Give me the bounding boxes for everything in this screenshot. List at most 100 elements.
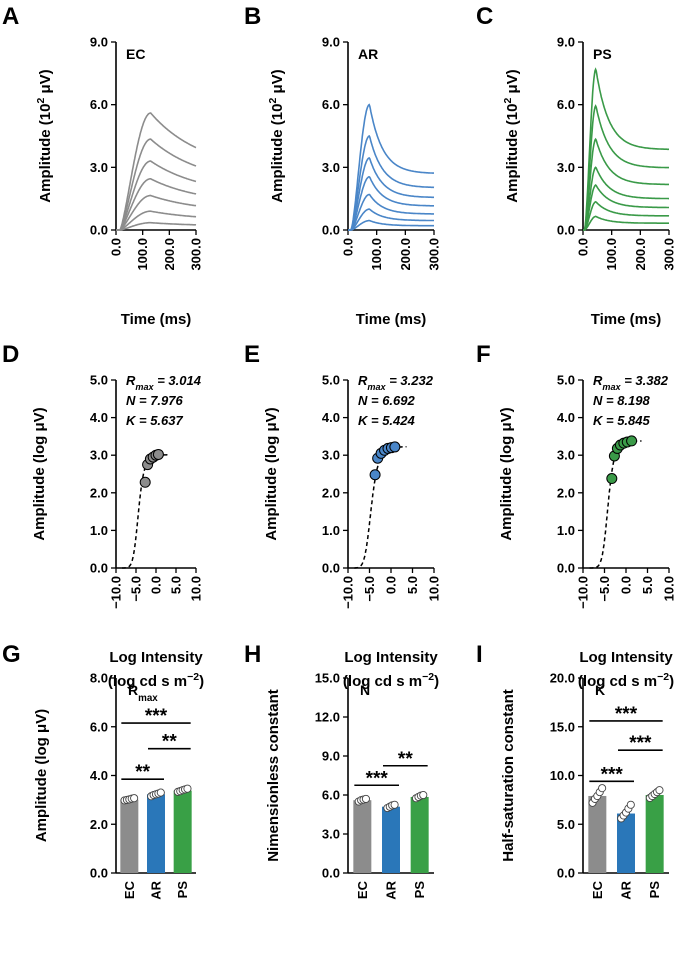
x-tick-label: 0.0 xyxy=(619,576,634,594)
x-tick-label: −5.0 xyxy=(597,576,612,602)
x-tick-label: 300.0 xyxy=(189,238,204,271)
y-tick-label: 4.0 xyxy=(90,768,108,783)
waveform-trace xyxy=(116,221,197,231)
y-tick-label: 2.0 xyxy=(90,485,108,500)
category-label: EC xyxy=(122,880,137,899)
category-label: AR xyxy=(384,880,399,899)
bar-ec xyxy=(353,800,372,873)
y-tick-label: 9.0 xyxy=(557,35,575,50)
x-tick-label: −5.0 xyxy=(129,576,144,602)
significance-stars: ** xyxy=(135,762,150,783)
y-tick-label: 9.0 xyxy=(90,35,108,50)
x-axis-label: Log Intensity xyxy=(344,649,438,666)
k-label: K = 5.637 xyxy=(126,413,184,428)
panel-d: D 0.0 1.0 2.0 3.0 4.0 5.0 −10.0 −5.0 0.0 5.0 10.0 Am… xyxy=(2,341,204,690)
y-tick-label: 0.0 xyxy=(557,561,575,576)
y-tick-label: 9.0 xyxy=(322,749,340,764)
x-tick-label: 10.0 xyxy=(427,576,442,601)
condition-label: PS xyxy=(593,46,612,62)
y-tick-label: 2.0 xyxy=(557,485,575,500)
y-tick-label: 2.0 xyxy=(322,485,340,500)
y-tick-label: 4.0 xyxy=(557,410,575,425)
parameter-label: N xyxy=(360,682,370,698)
waveform-trace xyxy=(116,178,197,231)
fit-curve xyxy=(122,454,171,569)
panel-f: F 0.0 1.0 2.0 3.0 4.0 5.0 −10.0 −5.0 0.0 5.0 10.0 Am… xyxy=(476,341,677,690)
y-tick-label: 2.0 xyxy=(90,817,108,832)
x-tick-label: −5.0 xyxy=(362,576,377,602)
parameter-label: Rmax xyxy=(128,682,158,704)
x-axis-label: Log Intensity xyxy=(109,649,203,666)
n-label: N = 7.976 xyxy=(126,393,184,408)
y-tick-label: 0.0 xyxy=(557,223,575,238)
x-tick-label: 10.0 xyxy=(662,576,677,601)
x-tick-label: −10.0 xyxy=(109,576,124,609)
y-tick-label: 4.0 xyxy=(90,410,108,425)
y-axis-label: Amplitude (102 μV) xyxy=(35,69,54,202)
x-tick-label: −10.0 xyxy=(341,576,356,609)
y-tick-label: 0.0 xyxy=(557,866,575,881)
panel-e: E 0.0 1.0 2.0 3.0 4.0 5.0 −10.0 −5.0 0.0 5.0 10.0 Am… xyxy=(244,341,442,690)
category-label: AR xyxy=(619,880,634,899)
y-tick-label: 5.0 xyxy=(557,373,575,388)
x-tick-label: 0.0 xyxy=(341,238,356,256)
data-point xyxy=(389,441,401,453)
waveform-trace xyxy=(116,160,197,231)
y-tick-label: 3.0 xyxy=(322,448,340,463)
rmax-label: Rmax = 3.014 xyxy=(126,373,202,392)
y-tick-label: 3.0 xyxy=(90,448,108,463)
y-tick-label: 3.0 xyxy=(90,160,108,175)
waveform-trace xyxy=(583,184,669,231)
panel-letter: B xyxy=(244,3,261,30)
x-tick-label: 100.0 xyxy=(604,238,619,271)
y-tick-label: 3.0 xyxy=(322,827,340,842)
bar-ps xyxy=(173,790,192,873)
y-tick-label: 15.0 xyxy=(550,719,575,734)
panel-c: C 0.0 3.0 6.0 9.0 0.0 100.0 200.0 300.0 Amplitude… xyxy=(476,3,677,328)
rmax-label: Rmax = 3.232 xyxy=(358,373,434,392)
x-tick-label: 300.0 xyxy=(662,238,677,271)
significance-stars: ** xyxy=(162,732,177,753)
data-point xyxy=(139,476,151,488)
y-tick-label: 0.0 xyxy=(90,223,108,238)
x-tick-label: 300.0 xyxy=(427,238,442,271)
panel-h: H 0.0 3.0 6.0 9.0 12.0 15.0 Nimensionless const… xyxy=(244,641,434,900)
x-tick-label: 5.0 xyxy=(169,576,184,594)
y-tick-label: 6.0 xyxy=(90,97,108,112)
waveform-trace xyxy=(583,215,669,231)
waveform-trace xyxy=(583,104,669,231)
waveform-trace xyxy=(583,67,669,231)
fit-curve xyxy=(354,445,407,569)
y-tick-label: 3.0 xyxy=(322,160,340,175)
parameter-label: K xyxy=(595,682,605,698)
x-tick-label: 0.0 xyxy=(149,576,164,594)
y-tick-label: 0.0 xyxy=(90,561,108,576)
bar-ar xyxy=(617,813,635,873)
y-axis-label: Amplitude (log μV) xyxy=(33,709,50,842)
x-axis-label: Time (ms) xyxy=(121,311,192,328)
y-axis-label: Nimensionless constant xyxy=(265,689,282,862)
waveform-trace xyxy=(348,208,434,231)
waveform-trace xyxy=(348,134,435,231)
waveform-trace xyxy=(583,166,669,231)
significance-stars: *** xyxy=(145,706,168,727)
x-tick-label: 200.0 xyxy=(398,238,413,271)
category-label: EC xyxy=(355,880,370,899)
significance-stars: *** xyxy=(601,764,624,785)
y-tick-label: 10.0 xyxy=(550,768,575,783)
y-tick-label: 5.0 xyxy=(90,373,108,388)
y-tick-label: 20.0 xyxy=(550,671,575,686)
panel-g: G 0.0 2.0 4.0 6.0 8.0 Amplitude (log μV) Rmax EC… xyxy=(2,641,196,900)
y-tick-label: 0.0 xyxy=(322,866,340,881)
y-tick-label: 6.0 xyxy=(557,97,575,112)
rmax-label: Rmax = 3.382 xyxy=(593,373,669,392)
significance-stars: ** xyxy=(398,749,413,770)
category-label: PS xyxy=(647,881,662,899)
panel-letter: G xyxy=(2,641,21,668)
x-tick-label: 0.0 xyxy=(576,238,591,256)
bar-ec xyxy=(120,799,139,873)
y-axis-label: Amplitude (log μV) xyxy=(31,407,48,540)
waveform-trace xyxy=(116,210,197,231)
y-tick-label: 8.0 xyxy=(90,671,108,686)
replicate-dot xyxy=(598,784,607,793)
